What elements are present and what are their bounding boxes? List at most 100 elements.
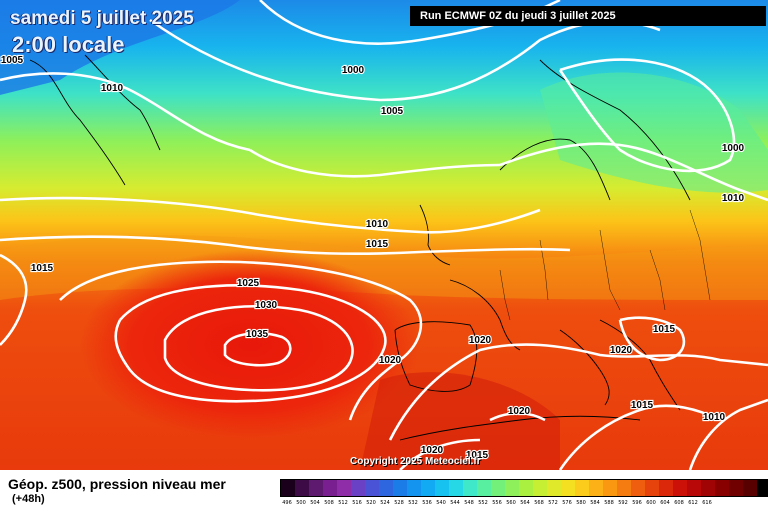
scale-swatch: [519, 480, 533, 496]
north-africa-coast: [399, 415, 641, 441]
dark-red-zone: [360, 372, 560, 470]
scale-label: 528: [394, 500, 404, 506]
scale-label: 560: [506, 500, 516, 506]
scale-swatch: [659, 480, 673, 496]
scale-swatch: [561, 480, 575, 496]
isobar-1015-balkans: [618, 316, 686, 362]
scale-label: 508: [324, 500, 334, 506]
scale-label: 608: [674, 500, 684, 506]
isobar-value-label: 1025: [237, 278, 260, 289]
scale-swatch: [351, 480, 365, 496]
scale-swatch: [715, 480, 729, 496]
scale-swatch: [281, 480, 295, 496]
color-scale: [280, 479, 768, 497]
isobar-value-label: 1020: [379, 355, 402, 366]
scale-swatch: [309, 480, 323, 496]
isobar-value-label: 1015: [366, 239, 389, 250]
scale-label: 512: [338, 500, 348, 506]
scale-swatch: [603, 480, 617, 496]
deep-blue-zone: [0, 0, 240, 95]
balkans-coast: [599, 319, 681, 411]
isobar-value-label: 1000: [722, 143, 745, 154]
isobar-1010-northeast: [499, 142, 768, 202]
scale-swatch: [687, 480, 701, 496]
isobar-value-label: 1010: [366, 219, 389, 230]
scale-swatch: [323, 480, 337, 496]
forecast-date: samedi 5 juillet 2025: [10, 8, 194, 29]
scale-label: 588: [604, 500, 614, 506]
scale-label: 612: [688, 500, 698, 506]
isobar-1020-europe: [388, 343, 768, 441]
isobar-value-label: 1020: [610, 345, 633, 356]
isobar-1020-libya: [489, 411, 546, 422]
scale-swatch: [729, 480, 743, 496]
scale-label: 584: [590, 500, 600, 506]
scale-swatch: [379, 480, 393, 496]
scale-label: 564: [520, 500, 530, 506]
isobar-1015-atlantic: [0, 235, 571, 256]
border-fr-de: [499, 269, 511, 321]
scale-label: 572: [548, 500, 558, 506]
scale-label: 552: [478, 500, 488, 506]
map-title: Géop. z500, pression niveau mer: [8, 476, 226, 492]
scale-label: 544: [450, 500, 460, 506]
color-scale-labels: 496 500 504 508 512 516 520 524 528 532 536 540 544 5…: [280, 500, 714, 510]
isobar-1010-atlantic: [0, 196, 541, 234]
forecast-lead-time: (+48h): [12, 493, 45, 505]
scale-label: 524: [380, 500, 390, 506]
isobar-value-label: 1005: [1, 55, 24, 66]
scale-swatch: [701, 480, 715, 496]
isobar-value-label: 1000: [342, 65, 365, 76]
scale-swatch: [757, 480, 768, 496]
scale-swatch: [575, 480, 589, 496]
scale-label: 548: [464, 500, 474, 506]
scale-swatch: [393, 480, 407, 496]
isobar-value-label: 1015: [653, 324, 676, 335]
scale-label: 556: [492, 500, 502, 506]
scale-label: 504: [310, 500, 320, 506]
scale-swatch: [491, 480, 505, 496]
green-band-north: [540, 72, 768, 193]
isobar-1010-greenland: [0, 72, 251, 152]
scale-label: 536: [422, 500, 432, 506]
scale-swatch: [589, 480, 603, 496]
isobar-1020-algeria: [399, 438, 481, 470]
scale-swatch: [365, 480, 379, 496]
scale-swatch: [505, 480, 519, 496]
isobar-1035-high: [223, 331, 292, 367]
isobar-1030-high: [163, 304, 354, 392]
isobar-value-label: 1020: [469, 335, 492, 346]
scale-swatch: [295, 480, 309, 496]
scale-swatch: [421, 480, 435, 496]
scale-label: 596: [632, 500, 642, 506]
isobar-1020-high: [59, 260, 423, 421]
isobar-1005-mid: [249, 148, 501, 178]
scale-label: 592: [618, 500, 628, 506]
scale-swatch: [463, 480, 477, 496]
scale-swatch: [631, 480, 645, 496]
scale-swatch: [673, 480, 687, 496]
scale-label: 500: [296, 500, 306, 506]
italy-coast: [559, 329, 610, 406]
scale-label: 580: [576, 500, 586, 506]
scale-swatch: [337, 480, 351, 496]
scale-swatch: [477, 480, 491, 496]
scale-swatch: [547, 480, 561, 496]
isobar-value-label: 1015: [631, 400, 654, 411]
scale-label: 600: [646, 500, 656, 506]
scandinavia-coast: [499, 59, 691, 201]
british-isles-coast: [419, 204, 451, 266]
scale-swatch: [435, 480, 449, 496]
scale-label: 532: [408, 500, 418, 506]
scale-label: 604: [660, 500, 670, 506]
isobar-value-label: 1015: [31, 263, 54, 274]
border-east: [599, 229, 621, 311]
isobar-lines: [0, 0, 768, 470]
scale-label: 540: [436, 500, 446, 506]
isobar-1025-high: [114, 284, 387, 403]
scale-label: 576: [562, 500, 572, 506]
scale-label: 496: [282, 500, 292, 506]
isobar-1010-southeast: [688, 398, 768, 470]
isobar-value-label: 1010: [722, 193, 745, 204]
